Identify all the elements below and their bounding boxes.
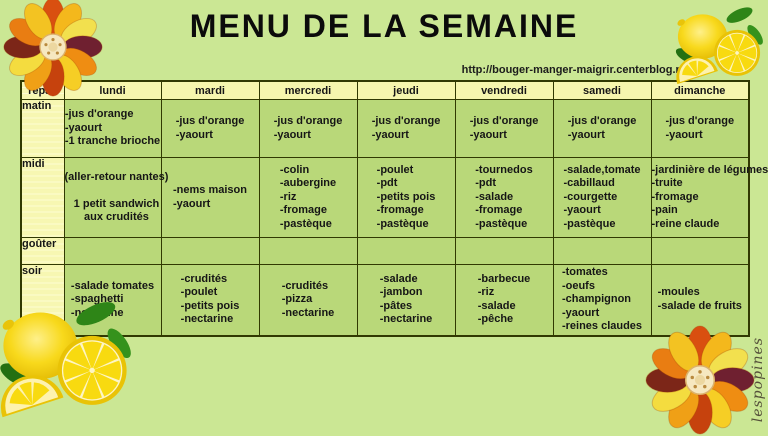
header-vendredi: vendredi [455, 81, 553, 100]
cell-midi-dimanche: -jardinière de légumes -truite -fromage … [652, 164, 768, 232]
row-matin: matin -jus d'orange -yaourt -1 tranche b… [21, 100, 749, 158]
weekly-menu-table: repas lundi mardi mercredi jeudi vendred… [20, 80, 750, 337]
cell-matin-dimanche: -jus d'orange -yaourt [665, 115, 734, 142]
header-jeudi: jeudi [357, 81, 455, 100]
cell-matin-vendredi: -jus d'orange -yaourt [470, 115, 539, 142]
header-samedi: samedi [553, 81, 651, 100]
row-label-soir: soir [21, 265, 64, 336]
cell-soir-vendredi: -barbecue -riz -salade -pêche [478, 273, 531, 327]
cell-matin-samedi: -jus d'orange -yaourt [568, 115, 637, 142]
cell-soir-lundi: -salade tomates -spaghetti -nectarine [71, 280, 154, 321]
header-row: repas lundi mardi mercredi jeudi vendred… [21, 81, 749, 100]
cell-soir-mercredi: -crudités -pizza -nectarine [282, 280, 335, 321]
cell-soir-mardi: -crudités -poulet -petits pois -nectarin… [181, 273, 240, 327]
cell-midi-jeudi: -poulet -pdt -petits pois -fromage -past… [377, 164, 436, 232]
row-label-matin: matin [21, 100, 64, 158]
cell-soir-jeudi: -salade -jambon -pâtes -nectarine [380, 273, 433, 327]
row-soir: soir -salade tomates -spaghetti -nectari… [21, 265, 749, 336]
header-dimanche: dimanche [651, 81, 749, 100]
cell-midi-mardi: -nems maison -yaourt [173, 184, 247, 211]
cell-soir-dimanche: -moules -salade de fruits [658, 286, 742, 313]
fruit-pinwheel-icon [644, 324, 756, 436]
cell-matin-mercredi: -jus d'orange -yaourt [274, 115, 343, 142]
row-gouter: goûter [21, 238, 749, 265]
cell-midi-mercredi: -colin -aubergine -riz -fromage -pastèqu… [280, 164, 336, 232]
page: MENU DE LA SEMAINE http://bouger-manger-… [0, 0, 768, 426]
cell-soir-samedi: -tomates -oeufs -champignon -yaourt -rei… [562, 266, 642, 334]
row-label-gouter: goûter [21, 238, 64, 265]
cell-midi-vendredi: -tournedos -pdt -salade -fromage -pastèq… [475, 164, 532, 232]
cell-matin-mardi: -jus d'orange -yaourt [176, 115, 245, 142]
header-repas: repas [21, 81, 64, 100]
row-label-midi: midi [21, 158, 64, 238]
watermark: lespopines [750, 337, 766, 422]
cell-midi-lundi: (aller-retour nantes) 1 petit sandwich a… [65, 171, 169, 225]
cell-matin-jeudi: -jus d'orange -yaourt [372, 115, 441, 142]
page-title: MENU DE LA SEMAINE [0, 8, 768, 45]
header-mercredi: mercredi [259, 81, 357, 100]
blog-url[interactable]: http://bouger-manger-maigrir.centerblog.… [462, 64, 692, 76]
cell-matin-lundi: -jus d'orange -yaourt -1 tranche brioche [65, 108, 160, 149]
cell-midi-samedi: -salade,tomate -cabillaud -courgette -ya… [563, 164, 640, 232]
header-mardi: mardi [161, 81, 259, 100]
row-midi: midi (aller-retour nantes) 1 petit sandw… [21, 158, 749, 238]
header-lundi: lundi [64, 81, 161, 100]
